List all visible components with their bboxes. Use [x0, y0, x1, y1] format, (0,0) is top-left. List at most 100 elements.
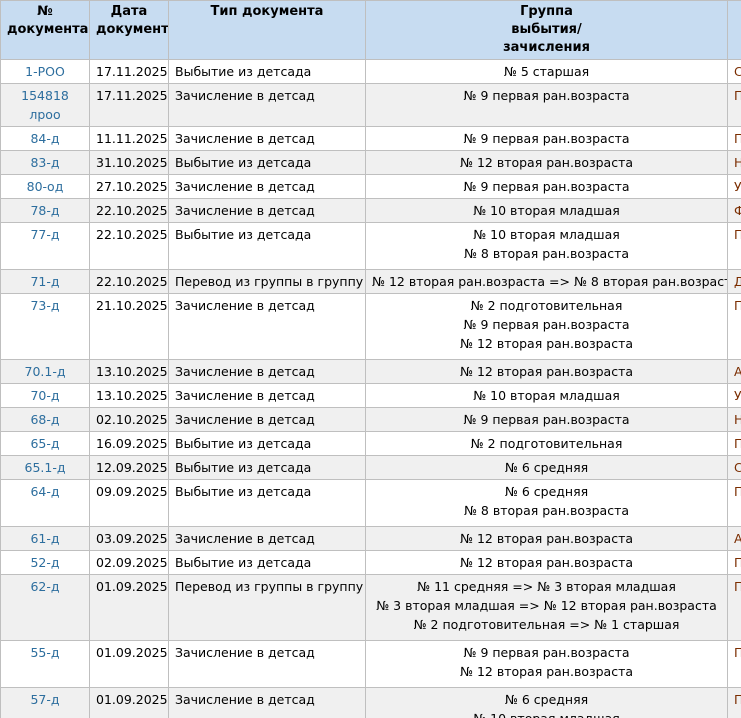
group-cell: № 10 вторая младшая [365, 383, 728, 408]
doc-date-cell: 01.09.2025 [89, 574, 169, 641]
group-line: № 9 первая ран.возраста [463, 317, 630, 332]
table-row: 71-д 22.10.2025 Перевод из группы в группу… [0, 269, 741, 294]
doc-date-cell: 21.10.2025 [89, 293, 169, 360]
group-line: № 12 вторая ран.возраста [459, 155, 634, 170]
doc-type-cell: Зачисление в детсад [168, 174, 366, 199]
table-row: 1-РОО 17.11.2025 Выбытие из детсада № 5 ста… [0, 59, 741, 84]
document-link[interactable]: 78-д [30, 203, 60, 218]
doc-number-cell: 61-д [0, 526, 90, 551]
table-row: 52-д 02.09.2025 Выбытие из детсада № 12 вто… [0, 550, 741, 575]
group-line: № 12 вторая ран.возраста [459, 555, 634, 570]
group-cell: № 12 вторая ран.возраста [365, 526, 728, 551]
group-line: № 2 подготовительная [470, 436, 623, 451]
doc-number-cell: 80-од [0, 174, 90, 199]
table-row: 73-д 21.10.2025 Зачисление в детсад № 2 под… [0, 293, 741, 360]
doc-number-cell: 84-д [0, 126, 90, 151]
group-line: № 9 первая ран.возраста [463, 88, 630, 103]
clipped-cell: С [727, 59, 741, 84]
doc-type-cell: Перевод из группы в группу [168, 574, 366, 641]
document-link[interactable]: 154818 лроо [21, 88, 69, 122]
doc-number-cell: 70.1-д [0, 359, 90, 384]
header-label: зачисления [503, 40, 590, 55]
doc-type-cell: Выбытие из детсада [168, 222, 366, 270]
group-line: № 10 вторая младшая [473, 388, 620, 403]
doc-type-cell: Выбытие из детсада [168, 479, 366, 527]
document-link[interactable]: 62-д [30, 579, 60, 594]
group-cell: № 6 средняя [365, 455, 728, 480]
column-header-doc-type: Тип документа [168, 0, 366, 60]
document-link[interactable]: 77-д [30, 227, 60, 242]
header-label: документа [96, 22, 169, 37]
doc-type-cell: Зачисление в детсад [168, 687, 366, 718]
clipped-cell: У [727, 383, 741, 408]
table-row: 68-д 02.10.2025 Зачисление в детсад № 9 пер… [0, 407, 741, 432]
document-link[interactable]: 71-д [30, 274, 60, 289]
document-link[interactable]: 55-д [30, 645, 60, 660]
group-line: № 6 средняя [504, 692, 589, 707]
group-cell: № 6 средняя № 8 вторая ран.возраста [365, 479, 728, 527]
header-label: Группа [520, 4, 573, 19]
group-cell: № 12 вторая ран.возраста [365, 550, 728, 575]
doc-type-cell: Выбытие из детсада [168, 455, 366, 480]
doc-type-cell: Зачисление в детсад [168, 526, 366, 551]
group-cell: № 10 вторая младшая [365, 198, 728, 223]
clipped-cell: П [727, 293, 741, 360]
document-link[interactable]: 1-РОО [25, 64, 65, 79]
document-link[interactable]: 84-д [30, 131, 60, 146]
table-row: 77-д 22.10.2025 Выбытие из детсада № 10 вто… [0, 222, 741, 270]
clipped-cell: П [727, 574, 741, 641]
group-line: № 3 вторая младшая => № 12 вторая ран.во… [376, 598, 717, 613]
document-link[interactable]: 61-д [30, 531, 60, 546]
document-link[interactable]: 57-д [30, 692, 60, 707]
document-link[interactable]: 80-од [26, 179, 64, 194]
clipped-cell: П [727, 126, 741, 151]
clipped-cell: П [727, 222, 741, 270]
table-row: 62-д 01.09.2025 Перевод из группы в группу… [0, 574, 741, 641]
table-row: 70.1-д 13.10.2025 Зачисление в детсад № 12 … [0, 359, 741, 384]
doc-date-cell: 09.09.2025 [89, 479, 169, 527]
document-link[interactable]: 64-д [30, 484, 60, 499]
table-row: 55-д 01.09.2025 Зачисление в детсад № 9 пер… [0, 640, 741, 688]
doc-number-cell: 78-д [0, 198, 90, 223]
group-cell: № 9 первая ран.возраста [365, 83, 728, 127]
group-line: № 6 средняя [504, 484, 589, 499]
group-line: № 9 первая ран.возраста [463, 412, 630, 427]
column-header-doc-date: Дата документа [89, 0, 169, 60]
group-line: № 8 вторая ран.возраста [463, 246, 630, 261]
group-cell: № 5 старшая [365, 59, 728, 84]
header-label: выбытия/ [511, 22, 582, 37]
clipped-cell: Д [727, 269, 741, 294]
document-link[interactable]: 70.1-д [24, 364, 66, 379]
table-row: 78-д 22.10.2025 Зачисление в детсад № 10 вт… [0, 198, 741, 223]
clipped-cell: П [727, 431, 741, 456]
document-link[interactable]: 70-д [30, 388, 60, 403]
group-cell: № 2 подготовительная [365, 431, 728, 456]
clipped-cell: У [727, 174, 741, 199]
document-link[interactable]: 52-д [30, 555, 60, 570]
doc-number-cell: 52-д [0, 550, 90, 575]
doc-date-cell: 12.09.2025 [89, 455, 169, 480]
doc-number-cell: 65.1-д [0, 455, 90, 480]
document-link[interactable]: 83-д [30, 155, 60, 170]
doc-number-cell: 77-д [0, 222, 90, 270]
document-link[interactable]: 73-д [30, 298, 60, 313]
doc-date-cell: 22.10.2025 [89, 198, 169, 223]
doc-date-cell: 31.10.2025 [89, 150, 169, 175]
doc-date-cell: 13.10.2025 [89, 359, 169, 384]
doc-date-cell: 27.10.2025 [89, 174, 169, 199]
doc-number-cell: 65-д [0, 431, 90, 456]
doc-date-cell: 16.09.2025 [89, 431, 169, 456]
document-link[interactable]: 65.1-д [24, 460, 66, 475]
doc-number-cell: 62-д [0, 574, 90, 641]
document-link[interactable]: 65-д [30, 436, 60, 451]
group-cell: № 12 вторая ран.возраста => № 8 вторая р… [365, 269, 728, 294]
group-cell: № 10 вторая младшая № 8 вторая ран.возрас… [365, 222, 728, 270]
document-link[interactable]: 68-д [30, 412, 60, 427]
table-row: 70-д 13.10.2025 Зачисление в детсад № 10 вт… [0, 383, 741, 408]
clipped-cell: Ф [727, 198, 741, 223]
doc-type-cell: Выбытие из детсада [168, 550, 366, 575]
group-line: № 6 средняя [504, 460, 589, 475]
